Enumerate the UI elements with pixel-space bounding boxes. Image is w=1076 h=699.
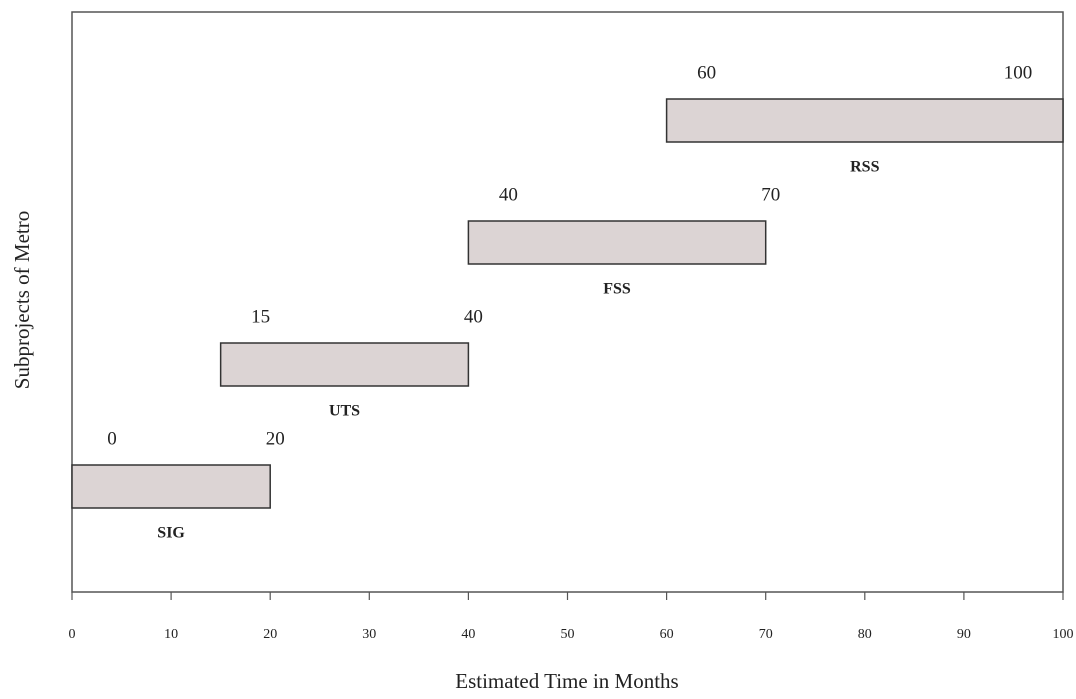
x-tick-label: 40: [461, 627, 475, 642]
x-tick-label: 50: [561, 627, 575, 642]
y-axis-title: Subprojects of Metro: [10, 211, 34, 389]
end-label: 70: [761, 184, 780, 205]
x-axis-title: Estimated Time in Months: [455, 669, 678, 693]
end-label: 20: [266, 428, 285, 449]
x-tick-label: 60: [660, 627, 674, 642]
bar: [467, 220, 767, 265]
x-tick-label: 0: [69, 627, 76, 642]
x-tick-label: 10: [164, 627, 178, 642]
bar: [665, 98, 1064, 143]
x-tick-label: 80: [858, 627, 872, 642]
end-label: 40: [464, 306, 483, 327]
bar: [71, 464, 271, 509]
start-label: 15: [251, 306, 270, 327]
category-label: SIG: [157, 525, 185, 542]
start-label: 0: [107, 428, 117, 449]
bar: [219, 342, 470, 387]
x-tick-label: 30: [362, 627, 376, 642]
x-tick-label: 90: [957, 627, 971, 642]
category-label: FSS: [603, 281, 631, 298]
start-label: 40: [499, 184, 518, 205]
category-label: RSS: [850, 159, 879, 176]
category-label: UTS: [329, 403, 360, 420]
end-label: 100: [1004, 62, 1033, 83]
x-tick-label: 70: [759, 627, 773, 642]
x-tick-label: 100: [1053, 627, 1074, 642]
x-tick-label: 20: [263, 627, 277, 642]
start-label: 60: [697, 62, 716, 83]
